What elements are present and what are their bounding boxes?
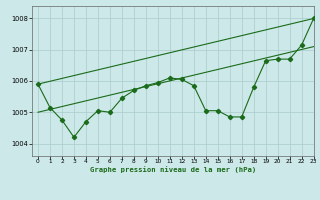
X-axis label: Graphe pression niveau de la mer (hPa): Graphe pression niveau de la mer (hPa) bbox=[90, 167, 256, 173]
